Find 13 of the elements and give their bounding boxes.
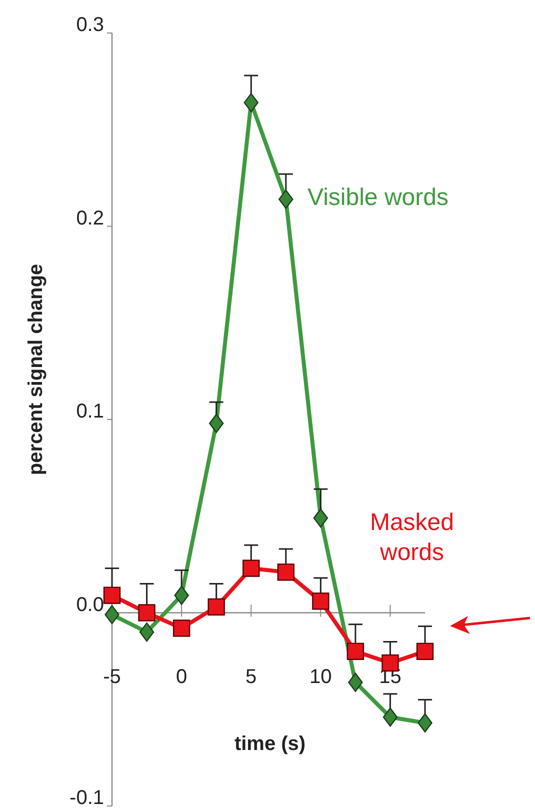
y-tick-label: 0.0 bbox=[76, 594, 104, 616]
y-tick-label: -0.1 bbox=[70, 787, 104, 809]
y-tick-label: 0.3 bbox=[76, 14, 104, 36]
x-tick-label: 5 bbox=[246, 666, 257, 688]
y-tick-label: 0.1 bbox=[76, 400, 104, 422]
x-tick-label: 0 bbox=[176, 666, 188, 688]
x-tick-label: -5 bbox=[103, 666, 121, 688]
x-tick-label: 10 bbox=[310, 666, 332, 688]
x-axis-title: time (s) bbox=[234, 733, 306, 755]
y-tick-label: 0.2 bbox=[76, 207, 104, 230]
text: Masked words bbox=[370, 509, 454, 566]
series-label: Visible words bbox=[308, 184, 448, 211]
y-axis-title: percent signal change bbox=[25, 264, 47, 476]
